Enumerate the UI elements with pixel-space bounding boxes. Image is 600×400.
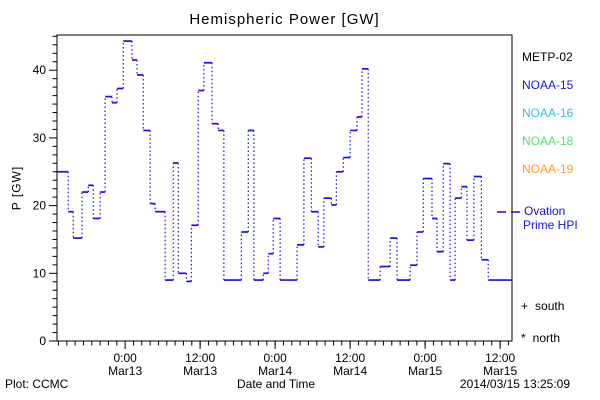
x-tick-label-time: 12:00	[485, 351, 515, 365]
south-marker-glyph: +	[521, 299, 529, 313]
x-tick-label-date: Mar15	[408, 364, 442, 378]
satellite-legend: METP-02 NOAA-15 NOAA-16 NOAA-18 NOAA-19	[522, 43, 573, 183]
x-tick-label-time: 0:00	[263, 351, 287, 365]
x-tick-label-date: Mar13	[183, 364, 217, 378]
x-axis-title: Date and Time	[237, 377, 316, 391]
legend-item-noaa-15: NOAA-15	[522, 78, 574, 92]
legend-item-noaa-16: NOAA-16	[522, 106, 574, 120]
legend-item-noaa-18: NOAA-18	[522, 134, 574, 148]
plot-credit: Plot: CCMC	[5, 377, 69, 391]
y-tick-label: 40	[33, 63, 47, 77]
x-tick-label-time: 12:00	[335, 351, 365, 365]
y-tick-label: 20	[33, 199, 47, 213]
x-tick-label-time: 0:00	[413, 351, 437, 365]
legend-item-south: + south	[521, 299, 564, 313]
plot-timestamp: 2014/03/15 13:25:09	[459, 377, 570, 391]
x-tick-label-date: Mar13	[108, 364, 142, 378]
north-marker-glyph: *	[521, 331, 526, 345]
x-tick-label-date: Mar14	[333, 364, 367, 378]
x-tick-label-date: Mar14	[258, 364, 292, 378]
x-tick-label-time: 12:00	[185, 351, 215, 365]
y-tick-label: 30	[33, 131, 47, 145]
plot-frame	[56, 34, 513, 342]
north-marker-label: north	[532, 331, 561, 345]
south-marker-label: south	[535, 299, 565, 313]
legend-item-north: * north	[521, 331, 560, 345]
chart-title: Hemispheric Power [GW]	[189, 11, 380, 28]
x-tick-label-time: 0:00	[113, 351, 137, 365]
legend-item-noaa-19: NOAA-19	[522, 162, 574, 176]
legend-item-metp-02: METP-02	[522, 50, 573, 64]
hpi-step-series	[57, 40, 512, 283]
y-tick-label: 10	[33, 266, 47, 280]
ovation-legend-line2: Prime HPI	[523, 218, 578, 232]
x-tick-label-date: Mar15	[483, 364, 517, 378]
y-tick-label: 0	[39, 334, 46, 348]
ovation-legend-line1: Ovation	[524, 204, 566, 218]
